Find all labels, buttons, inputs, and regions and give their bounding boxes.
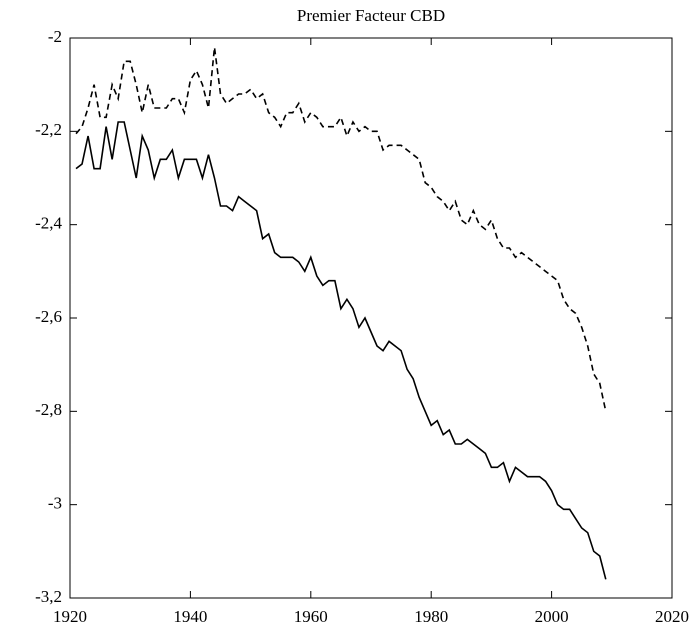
- y-tick-label: -2,6: [35, 307, 62, 326]
- chart-title: Premier Facteur CBD: [297, 6, 445, 25]
- y-tick-label: -2,2: [35, 120, 62, 139]
- series-line: [75, 121, 607, 580]
- y-tick-label: -2,4: [35, 214, 62, 233]
- x-tick-label: 1980: [414, 607, 448, 626]
- x-tick-label: 1940: [173, 607, 207, 626]
- x-tick-label: 1960: [294, 607, 328, 626]
- y-tick-label: -2,8: [35, 400, 62, 419]
- x-tick-label: 1920: [53, 607, 87, 626]
- x-tick-label: 2020: [655, 607, 689, 626]
- y-tick-label: -2: [48, 27, 62, 46]
- y-tick-label: -3: [48, 494, 62, 513]
- x-tick-label: 2000: [535, 607, 569, 626]
- series-line: [75, 47, 607, 412]
- plot-frame: [69, 37, 673, 599]
- y-tick-label: -3,2: [35, 587, 62, 606]
